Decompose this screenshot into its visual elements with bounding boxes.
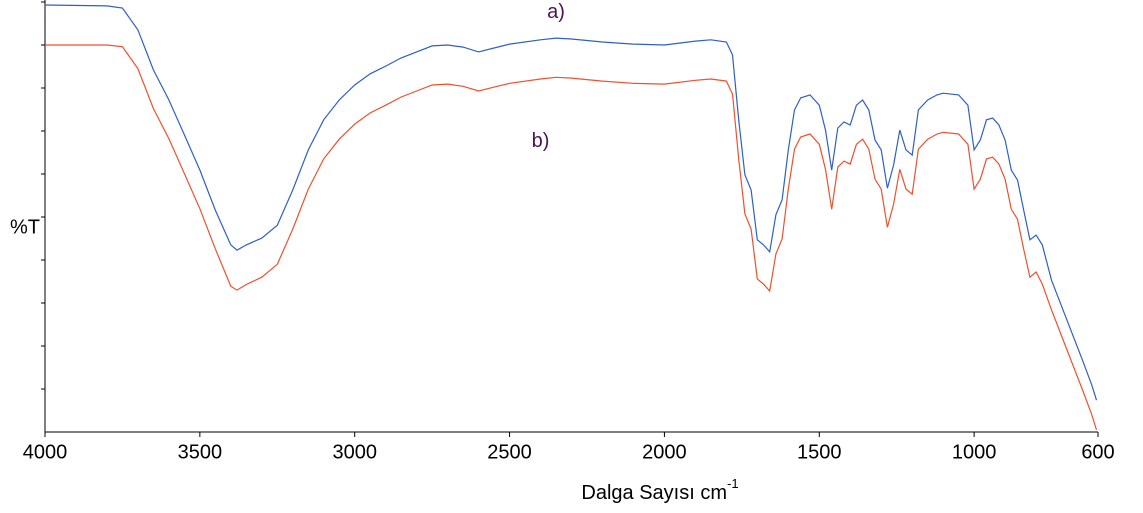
x-tick-label: 2500 xyxy=(487,441,532,463)
x-axis-label: Dalga Sayısı cm-1 xyxy=(581,476,738,504)
annotation: b) xyxy=(532,130,550,152)
x-tick-label: 3500 xyxy=(178,441,223,463)
spectrum-line xyxy=(44,4,1098,401)
x-tick-label: 3000 xyxy=(332,441,377,463)
x-tick-label: 600 xyxy=(1081,441,1114,463)
x-tick-label: 4000 xyxy=(23,441,68,463)
spectrum-line xyxy=(45,44,1098,431)
y-axis-label: %T xyxy=(10,216,40,238)
annotation: a) xyxy=(547,1,565,23)
x-axis-label-superscript: -1 xyxy=(727,476,739,491)
x-tick-label: 2000 xyxy=(642,441,687,463)
x-axis-label-text: Dalga Sayısı cm xyxy=(581,482,727,504)
x-tick-label: 1000 xyxy=(952,441,997,463)
x-tick-label: 1500 xyxy=(797,441,842,463)
